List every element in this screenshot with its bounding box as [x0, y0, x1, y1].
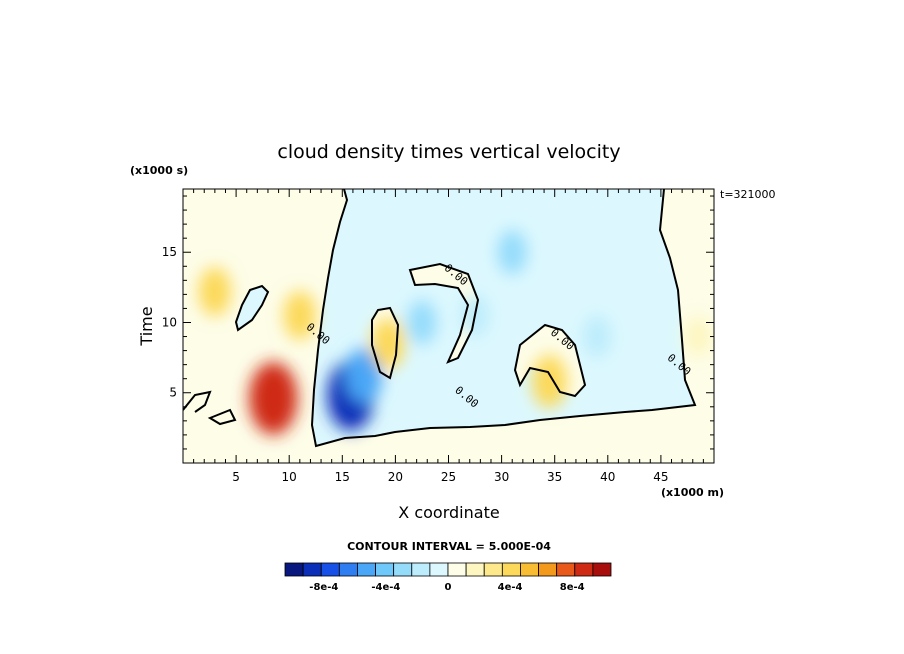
y-axis-label: Time	[137, 306, 156, 346]
x-scale-label: (x1000 m)	[661, 486, 724, 499]
y-tick-label: 5	[169, 386, 177, 400]
colorbar	[284, 562, 612, 577]
field-feature-9	[497, 230, 528, 275]
colorbar-labels: -8e-4 -4e-4 0 4e-4 8e-4	[309, 582, 584, 593]
x-tick-label: 45	[653, 470, 668, 484]
contour-main	[310, 189, 697, 448]
field-feature-7	[407, 300, 437, 345]
x-tick-label: 5	[232, 470, 240, 484]
colorbar-swatch	[501, 562, 521, 577]
colorbar-label: 4e-4	[498, 582, 523, 593]
zero-contours	[183, 189, 697, 448]
colorbar-swatch	[556, 562, 576, 577]
x-tick-label: 25	[441, 470, 456, 484]
colorbar-swatch	[483, 562, 503, 577]
colorbar-swatch	[538, 562, 558, 577]
colorbar-swatch	[465, 562, 485, 577]
x-tick-label: 35	[547, 470, 562, 484]
contour-lobe-center	[408, 262, 480, 364]
x-tick-label: 15	[335, 470, 350, 484]
y-tick-label: 15	[162, 245, 177, 259]
features-layer	[198, 230, 712, 435]
colorbar-swatch	[357, 562, 376, 577]
colorbar-label: 8e-4	[560, 582, 585, 593]
y-tick-label: 10	[162, 315, 177, 329]
colorbar-swatch	[320, 562, 340, 577]
time-annotation: t=321000	[720, 188, 776, 201]
x-tick-label: 40	[600, 470, 615, 484]
colorbar-swatch	[447, 562, 467, 577]
field-feature-1	[198, 267, 232, 316]
colorbar-swatch	[375, 562, 395, 577]
colorbar-swatch	[574, 562, 594, 577]
negative-island-left	[236, 286, 268, 330]
field-feature-5	[345, 348, 382, 404]
colorbar-swatch	[411, 562, 431, 577]
colorbar-swatch	[302, 562, 322, 577]
colorbar-label: -8e-4	[309, 582, 338, 593]
field-feature-11	[583, 315, 612, 358]
contour-interval-label: CONTOUR INTERVAL = 5.000E-04	[347, 540, 551, 553]
x-tick-label: 30	[494, 470, 509, 484]
positive-lobe-center	[410, 264, 478, 362]
y-axis-ticks: 5 10 15	[162, 195, 714, 450]
plot-area: 0.000.000.000.000.00	[183, 189, 714, 463]
colorbar-label: -4e-4	[371, 582, 400, 593]
chart-title: cloud density times vertical velocity	[277, 141, 620, 163]
contour-lobe-mid	[371, 306, 400, 380]
contour-lower-left	[183, 390, 237, 426]
x-tick-label: 20	[388, 470, 403, 484]
y-scale-label: (x1000 s)	[130, 164, 188, 177]
field-feature-2	[283, 291, 317, 340]
x-tick-label: 10	[282, 470, 297, 484]
field-feature-3	[249, 362, 298, 435]
colorbar-swatch	[429, 562, 449, 577]
colorbar-swatch	[284, 562, 304, 577]
x-axis-ticks: 5 10 15 20 25 30 35 40 45	[193, 189, 704, 484]
colorbar-swatch	[338, 562, 358, 577]
contour-lobe-right	[513, 323, 587, 398]
field-feature-10	[531, 354, 568, 409]
contour-island-left	[234, 284, 270, 332]
x-axis-label: X coordinate	[398, 503, 499, 522]
colorbar-label: 0	[445, 582, 452, 593]
colorbar-swatch	[592, 562, 612, 577]
negative-region	[312, 189, 695, 446]
colorbar-swatch	[520, 562, 539, 577]
field-feature-12	[684, 316, 712, 357]
colorbar-swatch	[393, 562, 413, 577]
